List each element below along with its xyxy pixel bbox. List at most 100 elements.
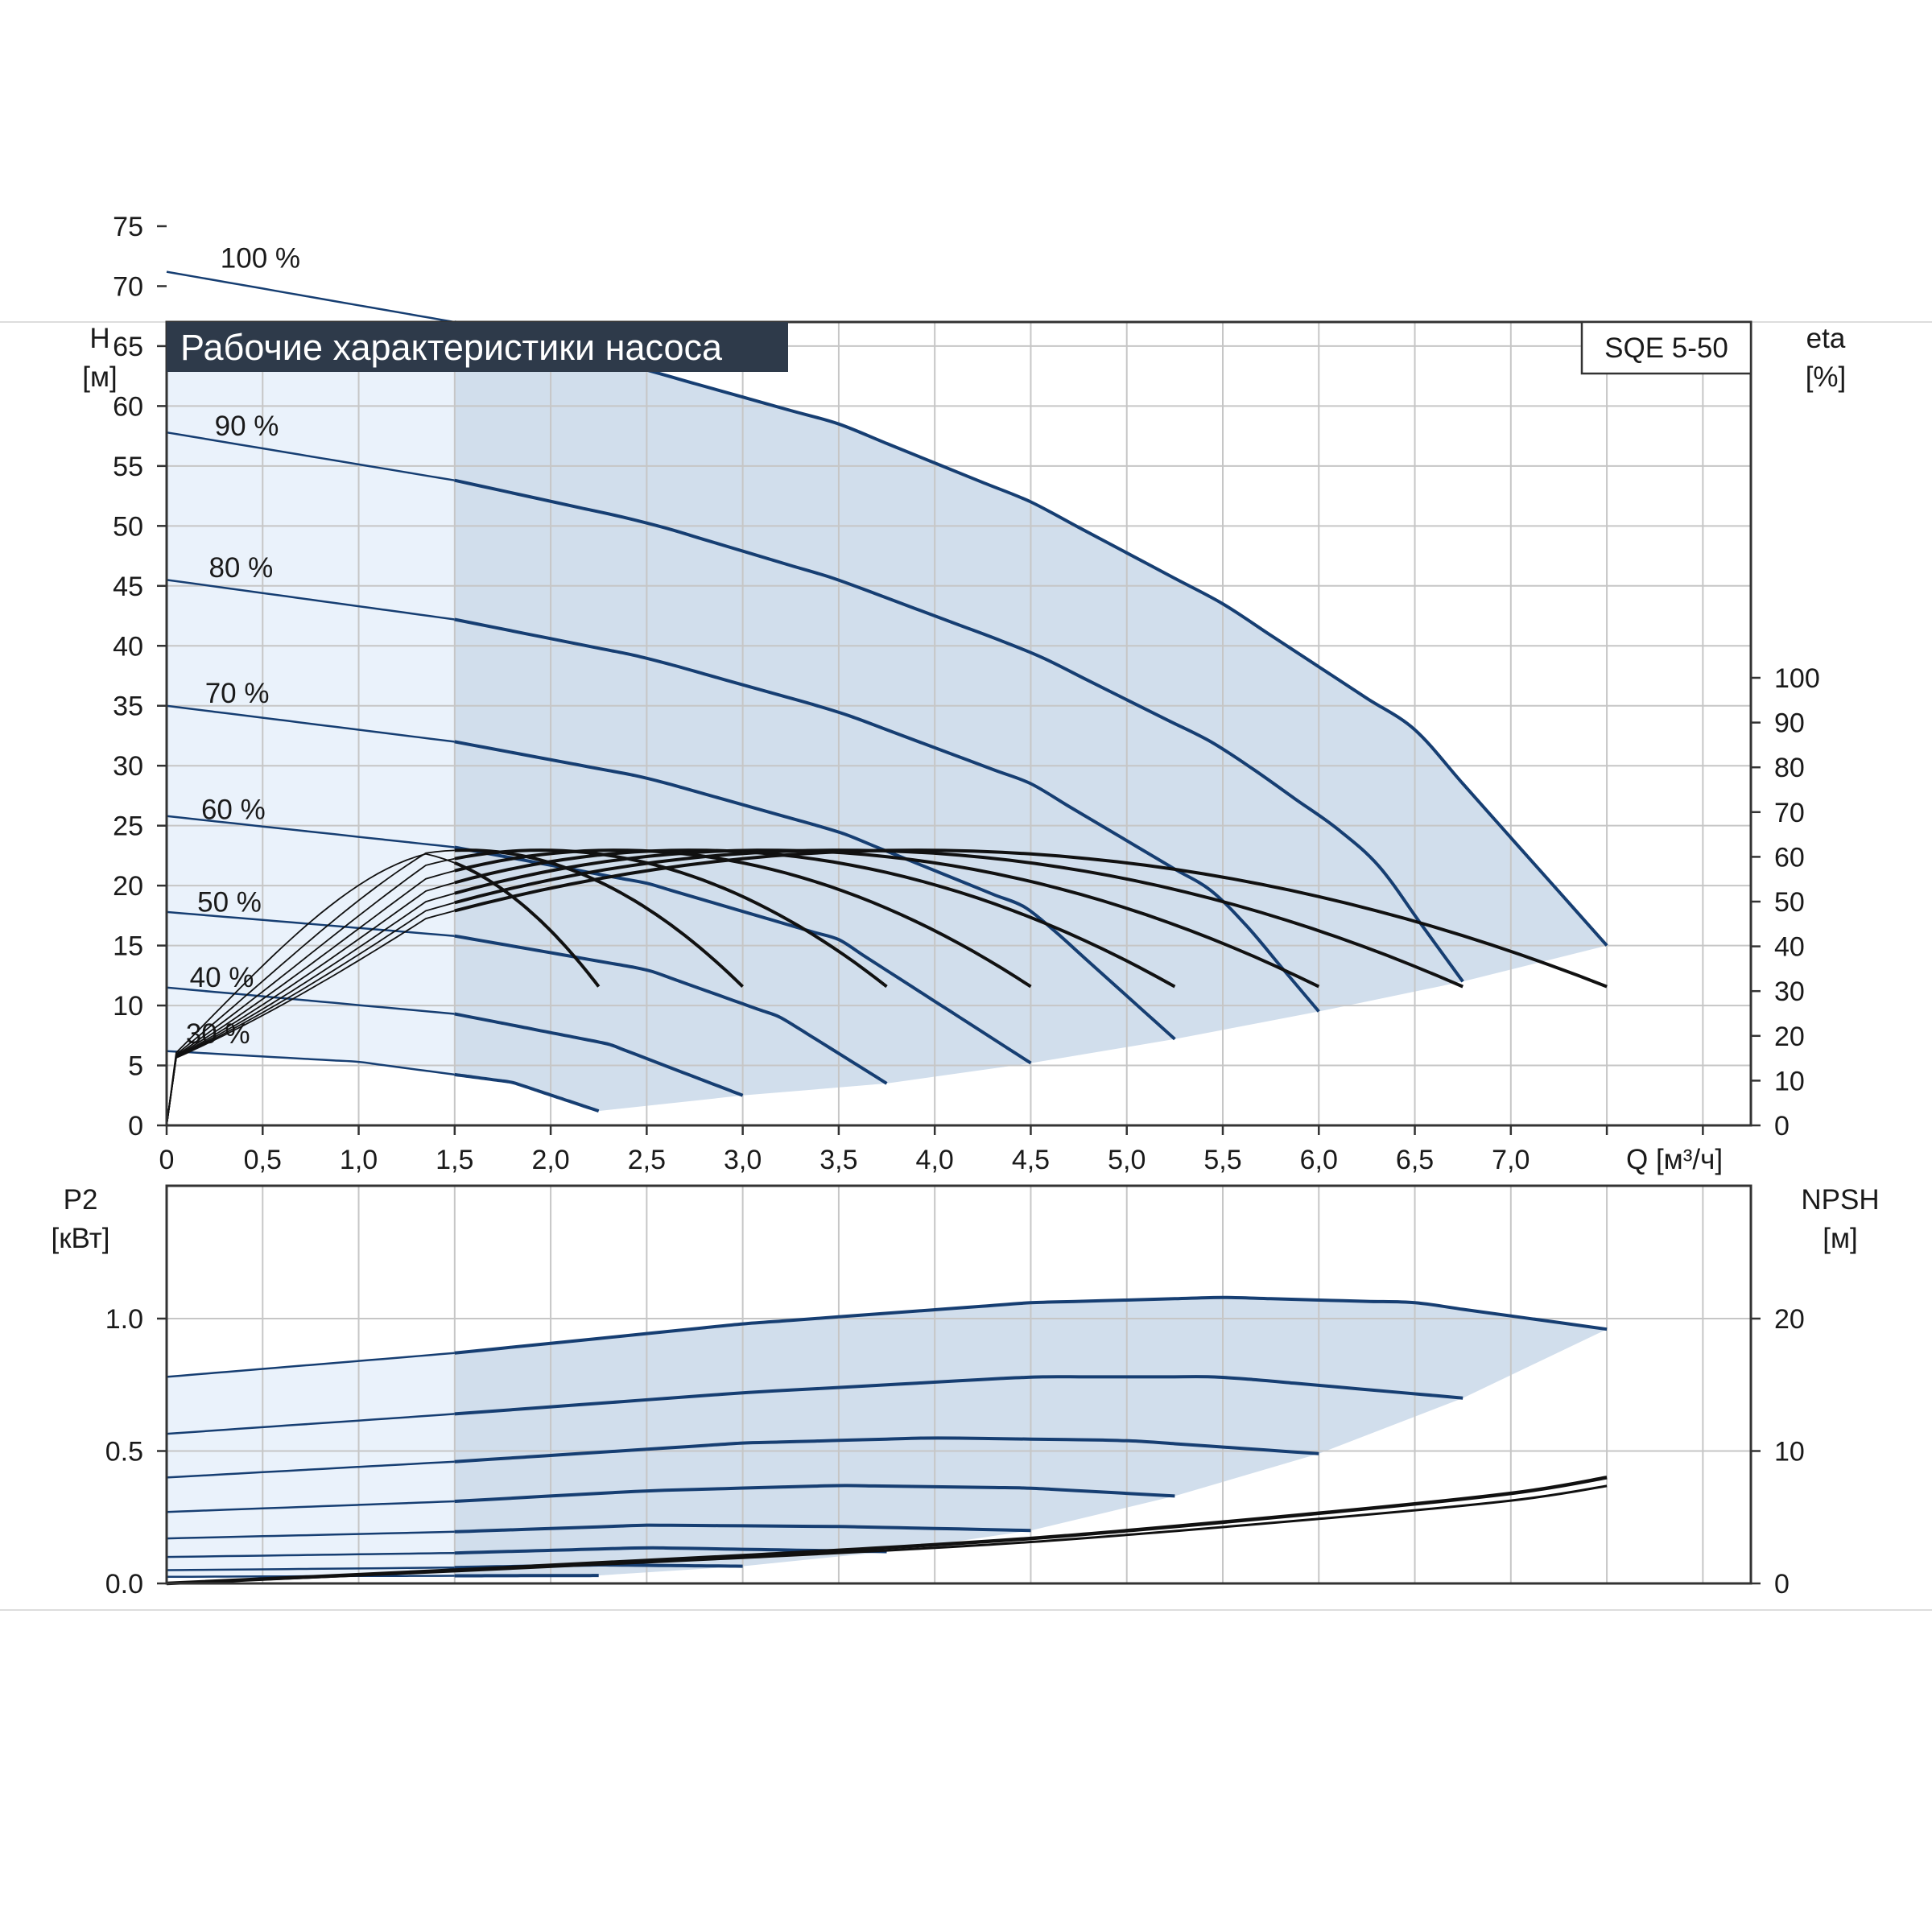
head-curve <box>454 320 1608 947</box>
power-npsh-panel: 0.0 0.5 1.0 0 10 20 P2 [кВт] NPSH [м] <box>52 1184 1880 1600</box>
eta-curve-thin <box>166 869 456 1126</box>
head-tick-label: 15 <box>113 931 143 962</box>
power-curve-thin <box>166 1352 455 1378</box>
npsh-curve-line-2 <box>166 1484 1608 1585</box>
head-efficiency-panel: 100 %90 %80 %70 %60 %50 %40 %30 % 051015… <box>82 212 1846 1175</box>
eta-curve-thin <box>166 849 455 1126</box>
eta-curve-thin <box>166 852 456 1126</box>
power-curve-thin <box>166 1460 455 1479</box>
head-tick-label: 10 <box>113 991 143 1022</box>
flow-tick-label: 7,0 <box>1492 1145 1530 1175</box>
head-curve-thin <box>166 270 455 324</box>
head-curve-thin <box>166 1050 455 1076</box>
speed-label: 80 % <box>208 552 273 584</box>
flow-tick-label: 1,5 <box>436 1145 473 1175</box>
head-curve <box>454 478 1464 983</box>
speed-label: 50 % <box>197 886 262 918</box>
eta-curve-thin <box>166 902 456 1126</box>
top-plot-frame <box>165 320 1752 1127</box>
head-tick-label: 65 <box>113 332 143 362</box>
head-curve <box>454 1072 600 1113</box>
power-curve <box>454 1523 1031 1534</box>
eta-curve <box>454 848 1320 989</box>
head-curve-thin <box>166 815 455 848</box>
head-tick-label: 20 <box>113 871 143 902</box>
power-curve-thin <box>166 1500 455 1513</box>
bottom-plot-frame <box>165 1184 1752 1585</box>
model-box <box>1580 320 1752 375</box>
top-grid <box>167 322 1751 1125</box>
chart-title: Рабочие характеристики насоса <box>180 327 723 368</box>
flow-tick-label: 5,0 <box>1108 1145 1146 1175</box>
title-box <box>167 322 788 372</box>
head-axis-unit: [м] <box>82 361 118 393</box>
head-curve-thin <box>166 910 455 937</box>
eta-curve-thin <box>166 857 455 1126</box>
eta-tick-label: 60 <box>1774 842 1805 873</box>
power-axis-label: P2 <box>64 1184 98 1216</box>
npsh-tick-label: 10 <box>1774 1437 1805 1468</box>
eta-curve <box>454 848 1176 989</box>
flow-tick-label: 2,5 <box>628 1145 666 1175</box>
flow-tick-label: 4,5 <box>1012 1145 1050 1175</box>
head-tick-label: 50 <box>113 511 143 542</box>
eta-axis-label: eta <box>1806 323 1846 354</box>
power-curve <box>454 1295 1608 1355</box>
flow-tick-label: 1,0 <box>340 1145 378 1175</box>
head-tick-label: 0 <box>128 1111 143 1141</box>
eta-curve-thin <box>166 892 456 1126</box>
speed-label: 40 % <box>190 962 254 993</box>
power-area-light <box>167 1352 455 1579</box>
power-curve-thin <box>166 1413 455 1435</box>
eta-curve <box>454 848 1463 989</box>
power-axis-unit: [кВт] <box>52 1223 110 1254</box>
npsh-axis-label: NPSH <box>1801 1184 1879 1216</box>
head-curves: 100 %90 %80 %70 %60 %50 %40 %30 % <box>166 243 1608 1113</box>
head-curve <box>454 845 1032 1065</box>
eta-curve-thin <box>166 910 456 1126</box>
eta-tick-label: 50 <box>1774 887 1805 918</box>
flow-tick-label: 0 <box>159 1145 175 1175</box>
eta-curve <box>454 848 1032 989</box>
eta-tick-label: 70 <box>1774 798 1805 828</box>
eta-curve <box>454 848 888 989</box>
power-curve <box>454 1436 1319 1463</box>
flow-tick-label: 3,5 <box>819 1145 857 1175</box>
power-curve <box>454 1375 1463 1416</box>
eta-curve-thin <box>166 881 456 1126</box>
flow-axis-label: Q [м³/ч] <box>1626 1144 1723 1175</box>
eta-axis-unit: [%] <box>1806 361 1847 393</box>
head-tick-label: 45 <box>113 572 143 602</box>
efficiency-curves <box>166 848 1608 1126</box>
model-label: SQE 5-50 <box>1604 332 1728 364</box>
speed-label: 70 % <box>205 678 270 709</box>
power-curve-thin <box>166 1530 455 1540</box>
top-axis-ticks: 0 5 10 15 20 25 30 35 40 45 50 55 60 65 70 75 0 10 20 30 40 5… <box>113 212 1820 1175</box>
head-tick-label: 70 <box>113 271 143 302</box>
flow-tick-label: 6,5 <box>1396 1145 1434 1175</box>
flow-tick-label: 6,0 <box>1300 1145 1338 1175</box>
head-curve <box>454 934 888 1085</box>
head-curve-thin <box>166 579 455 621</box>
eta-tick-label: 40 <box>1774 932 1805 963</box>
head-curve-thin <box>166 431 455 481</box>
eta-tick-label: 0 <box>1774 1111 1790 1141</box>
flow-tick-label: 2,0 <box>531 1145 569 1175</box>
power-tick-label: 1.0 <box>105 1304 143 1335</box>
eta-tick-label: 90 <box>1774 708 1805 739</box>
flow-tick-label: 0,5 <box>244 1145 282 1175</box>
speed-label: 60 % <box>201 795 266 826</box>
eta-tick-label: 100 <box>1774 663 1820 694</box>
operating-area-light <box>167 322 455 1075</box>
speed-label: 90 % <box>215 411 279 442</box>
eta-tick-label: 20 <box>1774 1022 1805 1052</box>
power-tick-label: 0.5 <box>105 1437 143 1468</box>
npsh-tick-label: 0 <box>1774 1569 1790 1600</box>
head-curve-thin <box>166 704 455 743</box>
power-curve-thin <box>166 1551 455 1558</box>
head-axis-label: H <box>89 323 109 354</box>
eta-tick-label: 10 <box>1774 1066 1805 1096</box>
head-tick-label: 35 <box>113 691 143 722</box>
head-tick-label: 25 <box>113 811 143 842</box>
eta-curve <box>454 861 601 988</box>
